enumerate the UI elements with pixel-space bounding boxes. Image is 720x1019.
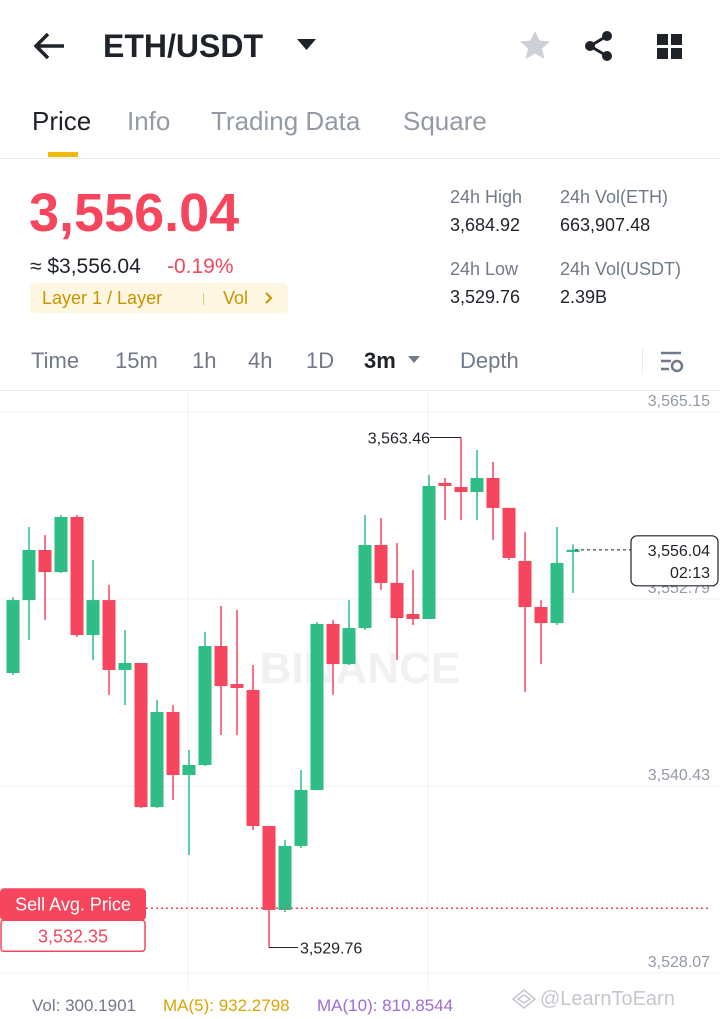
candle-body [86,600,100,636]
tab[interactable]: Square [403,106,487,136]
candle-body [214,646,228,687]
chart-watermark: BINANCE [260,644,460,693]
candle-body [470,477,484,493]
candle-body [310,623,324,790]
tab[interactable]: Info [127,106,171,136]
stat-value: 3,684.92 [450,215,521,235]
share-icon[interactable] [583,30,615,62]
sell-avg-title: Sell Avg. Price [15,894,131,914]
pair-title[interactable]: ETH/USDT [103,28,263,64]
countdown-label: 02:13 [670,565,710,582]
candle-body [486,477,500,508]
sell-avg-value: 3,532.35 [38,926,108,946]
interval[interactable]: Time [31,348,80,373]
interval[interactable]: 1h [192,348,217,373]
candle-body [342,628,356,665]
tab[interactable]: Trading Data [211,106,361,136]
interval[interactable]: Depth [460,348,519,373]
candle-body [166,712,180,775]
pair-dropdown[interactable] [296,38,318,52]
tag-box[interactable] [30,283,288,313]
interval[interactable]: 15m [115,348,158,373]
favorite-icon[interactable] [518,29,552,61]
stat-label: 24h Vol(USDT) [560,259,682,279]
candle-body [406,613,420,619]
candle-body [518,561,532,608]
candle-body [278,845,292,910]
price-change: -0.19% [167,255,234,278]
stat-value: 663,907.48 [560,215,651,235]
divider [642,348,643,374]
sell-avg-box [0,919,146,953]
chevron [265,292,273,304]
candle-body [326,623,340,665]
candle-body [118,663,132,670]
interval-dropdown[interactable] [407,355,421,364]
candle-body [390,582,404,619]
last-price: 3,556.04 [29,183,240,243]
interval[interactable]: 4h [248,348,273,373]
indicator: Vol: 300.1901 [32,996,136,1015]
candle-body [374,544,388,583]
interval[interactable]: 1D [306,348,335,373]
grid-icon[interactable] [656,33,684,61]
stat-label: 24h Vol(ETH) [560,187,669,207]
candle-body [70,516,84,636]
indicator: MA(5): 932.2798 [163,996,290,1015]
divider [0,158,720,159]
candle-body [438,482,452,486]
candle-body [294,789,308,846]
fiat-price: ≈ $3,556.04 [30,255,141,278]
stat-label: 24h Low [450,259,519,279]
candle-body [102,600,116,670]
candle-body [150,712,164,808]
tab-indicator [48,152,78,157]
low-marker-label: 3,529.76 [300,940,362,957]
watermark-icon [511,989,537,1009]
candle-body [246,689,260,826]
chart-settings-icon[interactable] [659,350,685,374]
indicator: MA(10): 810.8544 [317,996,454,1015]
candle-body [134,663,148,808]
candle-body [230,684,244,688]
high-marker-label: 3,563.46 [368,431,430,448]
stat-value: 3,529.76 [450,287,521,307]
divider [0,390,720,391]
y-tick-label: 3,528.07 [648,954,710,971]
candle-body [182,764,196,775]
y-tick-label: 3,565.15 [648,393,710,410]
tag-separator [203,293,204,305]
candle-body [534,607,548,624]
last-price-label: 3,556.04 [648,543,710,560]
candle-body [502,507,516,558]
candle-body [262,825,276,910]
stat-value: 2.39B [560,287,608,307]
tab[interactable]: Price [32,106,92,136]
footer-watermark: @LearnToEarn [540,988,675,1010]
stat-label: 24h High [450,187,523,207]
y-tick-label: 3,540.43 [648,767,710,784]
sell-avg-tag [0,888,146,921]
candle-body [550,562,564,624]
candle-body [22,549,36,601]
sector-tag[interactable]: Layer 1 / Layer [42,288,163,308]
candle-body [6,600,20,673]
candle-body [454,487,468,493]
candle-body [54,516,68,573]
candle-body [198,646,212,765]
candle-body [38,549,52,573]
candle-body [358,544,372,629]
candle-body [422,485,436,619]
vol-tag[interactable]: Vol [223,288,249,308]
back-button[interactable] [30,30,70,62]
last-price-box [630,535,719,587]
candle-body [566,549,580,552]
interval-active[interactable]: 3m [364,348,396,373]
